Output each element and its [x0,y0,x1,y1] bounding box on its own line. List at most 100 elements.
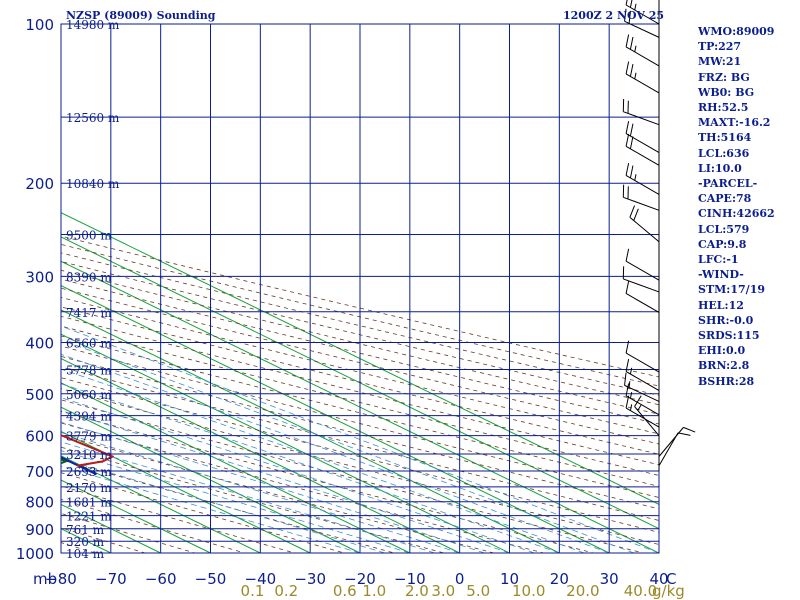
height-label: 2170 m [66,481,112,495]
temperature-tick-label: −60 [145,570,177,588]
pressure-axis: 100 200 300 400 500 600 700 800 900 1000 [16,16,54,563]
wind-barb-feather [629,123,634,137]
wind-barb-staff [625,395,660,416]
wind-barb-feather [625,61,630,75]
wind-barb-staff [625,73,660,94]
temperature-tick-label: −40 [245,570,277,588]
wind-barb [624,372,660,402]
stat-item: CINH:42662 [698,207,775,221]
pressure-tick-label: 400 [25,334,54,352]
isotherm-line [61,406,361,554]
stat-item: CAP:9.8 [698,237,747,251]
height-label: 1221 m [66,510,112,524]
dry-adiabat-line [61,252,659,396]
wind-barb-feather [625,383,630,396]
wind-barb [622,99,660,126]
height-label: 7417 m [66,306,112,320]
wind-barb-staff [625,293,660,313]
wind-barb [625,0,660,25]
height-label: 2693 m [66,465,112,479]
height-label: 12560 m [66,111,120,125]
mixing-ratio-label: 0.6 [333,582,357,600]
sounding-indices-list: WMO:89009 TP:227 MW:21 FRZ: BG WB0: BG RH:52.… [698,24,775,389]
stat-item: TH:5164 [698,131,752,145]
stat-item: HEL:12 [698,298,744,312]
temperature-tick-label: −30 [294,570,326,588]
isotherm-line [61,333,510,554]
height-label: 320 m [66,535,105,549]
observation-datetime: 1200Z 2 NOV 25 [563,9,665,22]
wind-barb [622,266,660,293]
temperature-tick-label: 40 [649,570,668,588]
dry-adiabat-line [61,325,659,476]
height-label: 5060 m [66,388,112,402]
height-label: 3779 m [66,430,112,444]
temperature-tick-label: −50 [195,570,227,588]
wind-barb-feather [625,121,630,134]
stat-item: BRN:2.8 [698,359,750,373]
height-label: 14980 m [66,18,120,32]
wind-barbs [622,0,696,472]
wind-barb-feather [625,0,628,6]
wind-barb [634,395,660,436]
wind-barb [625,359,660,391]
height-label: 3210 m [66,448,112,462]
wind-barb-staff [625,133,660,154]
temperature-tick-label: 30 [600,570,619,588]
stat-item: WMO:89009 [698,25,775,38]
mixing-ratio-label: 0.1 [241,582,265,600]
isotherm-line [61,382,411,554]
wind-barb-staff [625,46,660,67]
wind-barb-feather [625,359,630,372]
dry-adiabat-line [61,345,659,498]
temperature-tick-label: −20 [344,570,376,588]
wind-barb [625,280,660,313]
wind-barb-staff [624,20,660,38]
stat-item: SHR:-0.0 [698,313,754,327]
wind-barb [624,8,660,38]
wind-barb-staff [625,175,660,195]
wind-barb-feather [629,205,636,218]
isotherm-line [61,236,659,530]
wind-barb-feather [624,8,627,22]
wind-barb-feather [625,133,630,147]
wind-barb-feather [629,63,634,77]
dry-adiabat-line [61,335,659,487]
wind-barb-feather [625,280,630,294]
dry-adiabat-line [61,297,659,445]
wind-barb-feather [629,0,633,8]
wind-barb-staff [625,260,660,281]
stat-item: -PARCEL- [698,177,758,191]
wind-barb-half-feather [634,72,637,80]
temperature-tick-label: 20 [550,570,569,588]
mixing-ratio-label: 5.0 [466,582,490,600]
wind-barb-staff [629,216,660,243]
pressure-unit-label: mb [33,570,57,588]
pressure-tick-label: 500 [25,386,54,404]
height-label: 1681 m [66,496,112,510]
wind-barb-half-feather [637,404,642,411]
moist-adiabat-line [61,441,435,554]
wind-barb-staff [623,111,660,126]
wind-barb-half-feather [634,174,637,181]
moist-adiabat-line [61,450,410,554]
wind-barb-staff [623,196,660,211]
stat-item: MW:21 [698,55,742,69]
pressure-tick-label: 1000 [16,545,54,563]
wind-barb-staff [625,407,660,428]
stat-item: FRZ: BG [698,70,750,84]
wind-barb-feather [629,36,634,50]
dry-adiabat-line [61,278,659,425]
wind-barb-staff [625,4,660,25]
wind-barb [625,61,660,94]
pressure-tick-label: 600 [25,428,54,446]
temperature-tick-label: −70 [95,570,127,588]
dry-adiabat-line [61,315,659,466]
height-label: 5778 m [66,364,112,378]
stat-item: LI:10.0 [698,161,742,175]
wind-barb-feather [628,10,632,24]
wind-barb-feather [633,208,639,221]
temperature-unit-label: C [666,570,676,588]
pressure-tick-label: 800 [25,494,54,512]
mixing-ratio-label: 3.0 [431,582,455,600]
